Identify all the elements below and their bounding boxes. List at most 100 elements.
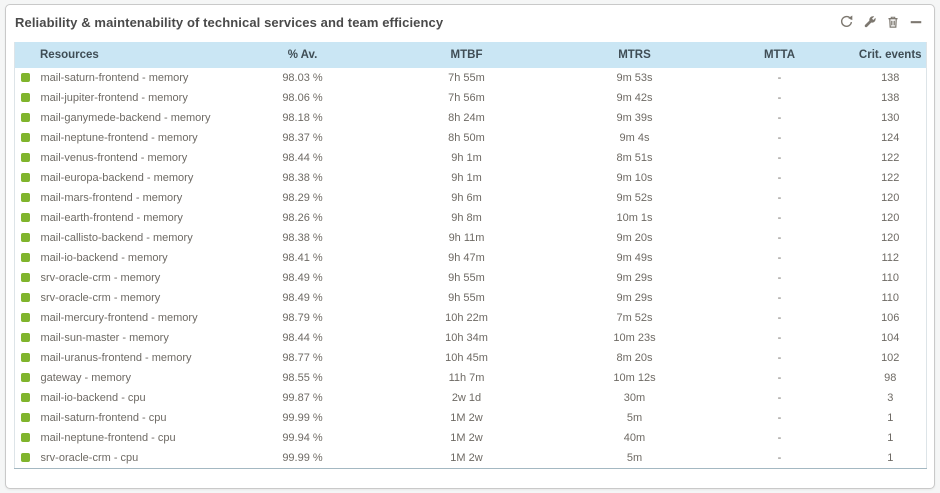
crit-events-value: 104 (854, 328, 927, 348)
resource-name[interactable]: srv-oracle-crm - memory (40, 288, 237, 308)
crit-events-value: 130 (854, 108, 927, 128)
trash-icon[interactable] (884, 13, 901, 30)
status-up-icon (21, 393, 30, 402)
mtta-value: - (704, 428, 855, 448)
minimize-icon[interactable] (907, 13, 924, 30)
status-up-icon (21, 173, 30, 182)
status-up-icon (21, 353, 30, 362)
mtrs-value: 9m 53s (564, 68, 705, 88)
availability-value: 98.49 % (236, 268, 369, 288)
status-up-icon (21, 73, 30, 82)
table-row: mail-neptune-frontend - cpu 99.94 % 1M 2… (14, 428, 927, 448)
availability-value: 99.87 % (236, 388, 369, 408)
mtbf-value: 10h 22m (368, 308, 565, 328)
status-up-icon (21, 233, 30, 242)
table-row: srv-oracle-crm - memory 98.49 % 9h 55m 9… (14, 268, 927, 288)
mtrs-value: 10m 1s (564, 208, 705, 228)
resource-name[interactable]: mail-io-backend - cpu (40, 388, 237, 408)
resource-name[interactable]: mail-mars-frontend - memory (40, 188, 237, 208)
mtbf-value: 9h 11m (368, 228, 565, 248)
crit-events-value: 98 (854, 368, 927, 388)
mtta-value: - (704, 68, 855, 88)
availability-value: 98.18 % (236, 108, 369, 128)
mtrs-value: 7m 52s (564, 308, 705, 328)
resource-name[interactable]: mail-venus-frontend - memory (40, 148, 237, 168)
report-widget-panel: Reliability & maintenability of technica… (5, 4, 935, 489)
wrench-icon[interactable] (861, 13, 878, 30)
resource-name[interactable]: mail-mercury-frontend - memory (40, 308, 237, 328)
crit-events-value: 120 (854, 208, 927, 228)
resource-name[interactable]: mail-uranus-frontend - memory (40, 348, 237, 368)
mtbf-value: 9h 47m (368, 248, 565, 268)
mtrs-value: 5m (564, 408, 705, 428)
mtrs-value: 9m 52s (564, 188, 705, 208)
mtta-value: - (704, 108, 855, 128)
resource-name[interactable]: mail-saturn-frontend - cpu (40, 408, 237, 428)
mtbf-value: 9h 55m (368, 288, 565, 308)
status-up-icon (21, 373, 30, 382)
resource-name[interactable]: mail-ganymede-backend - memory (40, 108, 237, 128)
mtrs-value: 30m (564, 388, 705, 408)
status-up-icon (21, 253, 30, 262)
widget-toolbar (838, 13, 924, 30)
crit-events-value: 102 (854, 348, 927, 368)
table-row: mail-callisto-backend - memory 98.38 % 9… (14, 228, 927, 248)
resource-name[interactable]: mail-neptune-frontend - cpu (40, 428, 237, 448)
mtbf-value: 7h 55m (368, 68, 565, 88)
mtbf-value: 1M 2w (368, 448, 565, 469)
refresh-icon[interactable] (838, 13, 855, 30)
table-row: mail-ganymede-backend - memory 98.18 % 8… (14, 108, 927, 128)
crit-events-value: 1 (854, 408, 927, 428)
status-up-icon (21, 313, 30, 322)
resource-name[interactable]: mail-saturn-frontend - memory (40, 68, 237, 88)
column-header-resources[interactable]: Resources (14, 42, 237, 68)
crit-events-value: 120 (854, 188, 927, 208)
mtta-value: - (704, 368, 855, 388)
status-up-icon (21, 273, 30, 282)
status-up-icon (21, 413, 30, 422)
mtbf-value: 9h 8m (368, 208, 565, 228)
mtta-value: - (704, 148, 855, 168)
resource-name[interactable]: mail-europa-backend - memory (40, 168, 237, 188)
availability-value: 98.55 % (236, 368, 369, 388)
mtta-value: - (704, 448, 855, 469)
mtbf-value: 11h 7m (368, 368, 565, 388)
reliability-table: Resources % Av. MTBF MTRS MTTA Crit. eve… (14, 42, 927, 469)
mtbf-value: 1M 2w (368, 408, 565, 428)
mtbf-value: 9h 6m (368, 188, 565, 208)
crit-events-value: 122 (854, 168, 927, 188)
resource-name[interactable]: mail-earth-frontend - memory (40, 208, 237, 228)
status-up-icon (21, 453, 30, 462)
resource-name[interactable]: mail-io-backend - memory (40, 248, 237, 268)
column-header-mtbf[interactable]: MTBF (368, 42, 565, 68)
availability-value: 98.49 % (236, 288, 369, 308)
resource-name[interactable]: srv-oracle-crm - memory (40, 268, 237, 288)
table-row: srv-oracle-crm - memory 98.49 % 9h 55m 9… (14, 288, 927, 308)
mtrs-value: 10m 12s (564, 368, 705, 388)
table-row: mail-saturn-frontend - cpu 99.99 % 1M 2w… (14, 408, 927, 428)
status-up-icon (21, 153, 30, 162)
mtrs-value: 9m 4s (564, 128, 705, 148)
resource-name[interactable]: srv-oracle-crm - cpu (40, 448, 237, 469)
resource-name[interactable]: gateway - memory (40, 368, 237, 388)
resource-name[interactable]: mail-callisto-backend - memory (40, 228, 237, 248)
availability-value: 98.44 % (236, 148, 369, 168)
column-header-mtta[interactable]: MTTA (704, 42, 855, 68)
resource-name[interactable]: mail-jupiter-frontend - memory (40, 88, 237, 108)
availability-value: 99.94 % (236, 428, 369, 448)
mtta-value: - (704, 88, 855, 108)
mtrs-value: 10m 23s (564, 328, 705, 348)
availability-value: 98.41 % (236, 248, 369, 268)
column-header-mtrs[interactable]: MTRS (564, 42, 705, 68)
mtbf-value: 8h 50m (368, 128, 565, 148)
table-row: srv-oracle-crm - cpu 99.99 % 1M 2w 5m - … (14, 448, 927, 469)
mtta-value: - (704, 328, 855, 348)
mtbf-value: 1M 2w (368, 428, 565, 448)
crit-events-value: 3 (854, 388, 927, 408)
column-header-crit-events[interactable]: Crit. events (854, 42, 927, 68)
mtta-value: - (704, 228, 855, 248)
resource-name[interactable]: mail-sun-master - memory (40, 328, 237, 348)
resource-name[interactable]: mail-neptune-frontend - memory (40, 128, 237, 148)
crit-events-value: 138 (854, 68, 927, 88)
column-header-availability[interactable]: % Av. (236, 42, 369, 68)
